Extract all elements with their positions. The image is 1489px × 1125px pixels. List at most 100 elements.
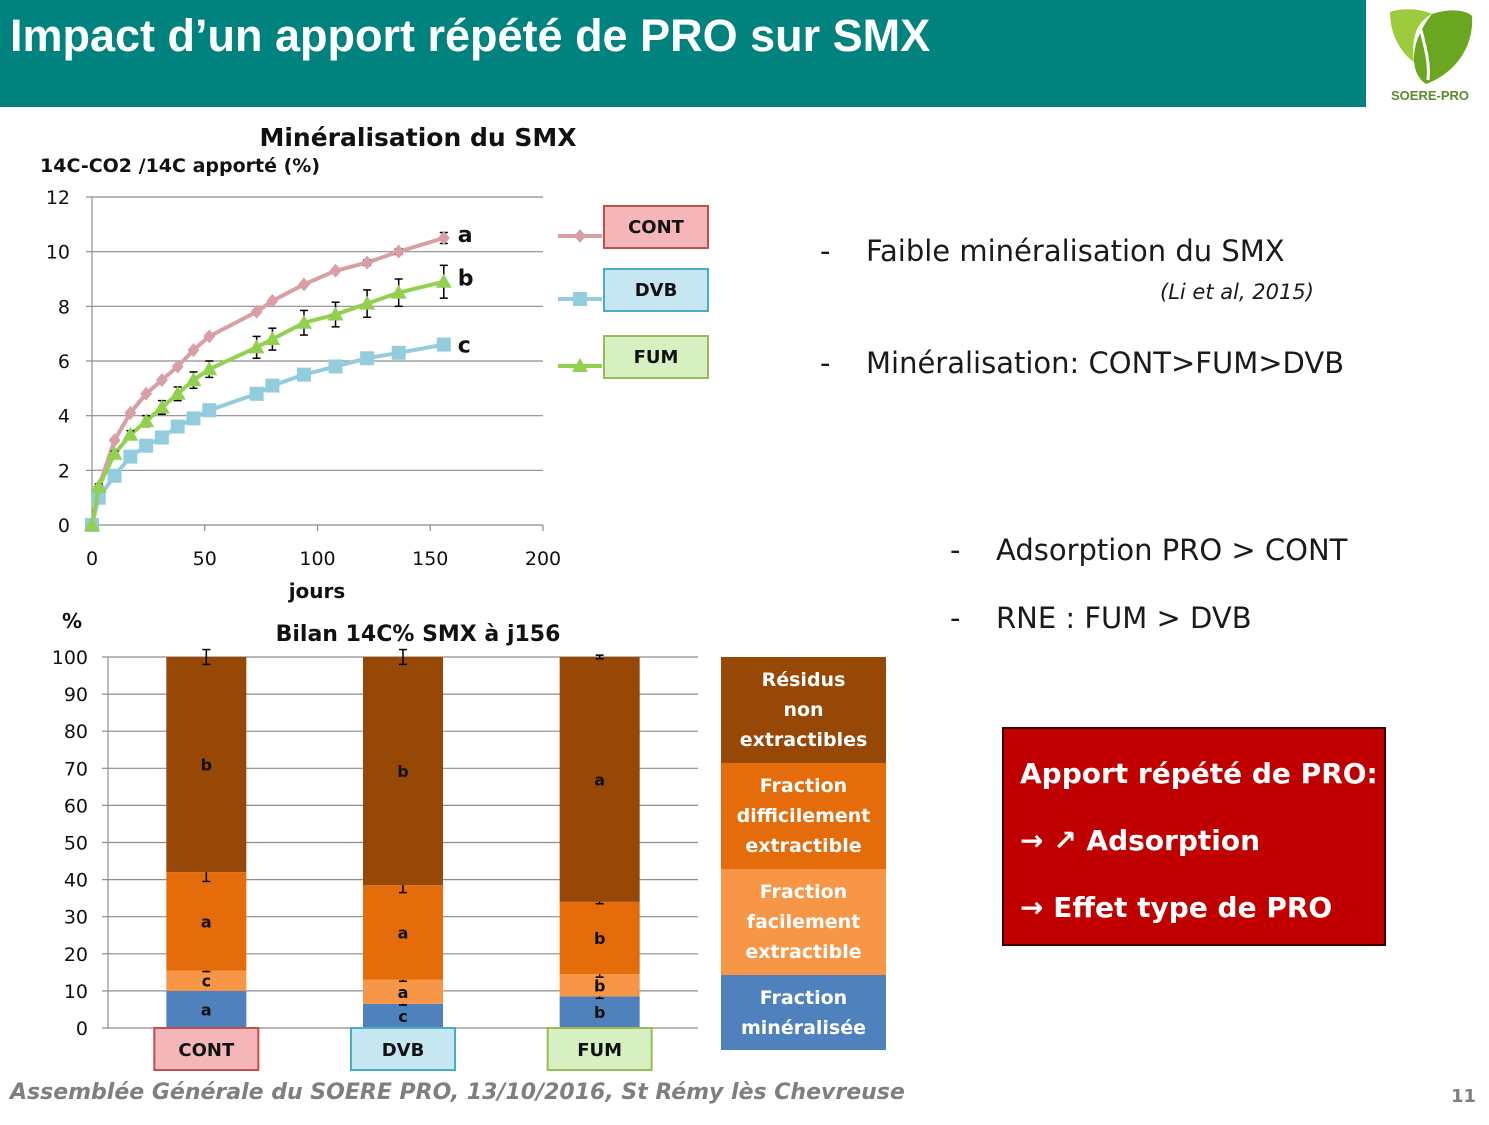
footer-text: Assemblée Générale du SOERE PRO, 13/10/2… bbox=[10, 1080, 905, 1105]
slide-title: Impact d’un apport répété de PRO sur SMX bbox=[10, 10, 931, 61]
line-point-dvb bbox=[391, 345, 406, 360]
line-point-fum bbox=[185, 372, 202, 387]
line-significance-letter: c bbox=[458, 334, 471, 359]
legend-box bbox=[603, 335, 709, 379]
line-point-fum bbox=[327, 306, 344, 321]
conclusion-box: Apport répété de PRO: → ↗ Adsorption → E… bbox=[1002, 727, 1386, 946]
line-point-cont bbox=[155, 373, 168, 388]
line-point-dvb bbox=[202, 403, 217, 418]
bar-significance-letter: a bbox=[398, 923, 409, 942]
category-label: FUM bbox=[577, 1040, 622, 1061]
line-point-fum bbox=[295, 314, 312, 329]
line-point-fum bbox=[122, 426, 139, 441]
bar-chart: Bilan 14C% SMX à j156 % 0 10 20 30 40 50 60 70 8… bbox=[52, 609, 698, 1071]
bar-significance-letter: c bbox=[398, 1007, 407, 1026]
legend-label: DVB bbox=[635, 280, 678, 301]
bullet-faible-mineralisation: - Faible minéralisation du SMX bbox=[820, 234, 1285, 268]
line-point-dvb bbox=[249, 386, 264, 401]
line-path-cont bbox=[90, 236, 445, 526]
line-point-dvb bbox=[154, 430, 169, 445]
line-chart-ylabel: 14C-CO2 /14C apporté (%) bbox=[40, 155, 320, 177]
line-point-cont bbox=[124, 405, 137, 420]
line-point-fum bbox=[84, 517, 100, 531]
logo-text: SOERE-PRO bbox=[1390, 88, 1469, 103]
bar-category-cont: CONT bbox=[153, 1027, 260, 1071]
line-point-fum bbox=[106, 445, 123, 460]
leaf-logo-icon bbox=[1390, 9, 1473, 85]
bar-chart-ytick-label: 50 bbox=[64, 833, 88, 855]
line-chart-ytick-label: 12 bbox=[46, 187, 70, 209]
line-point-dvb bbox=[139, 438, 154, 453]
line-significance-letter: b bbox=[458, 267, 474, 292]
line-series-cont: a bbox=[86, 223, 473, 532]
line-chart-xtick-label: 0 bbox=[86, 548, 98, 570]
line-point-dvb bbox=[296, 367, 311, 382]
legend-fraction-facilement-extractible: Fraction facilement extractible bbox=[721, 869, 886, 975]
header-bar: Impact d’un apport répété de PRO sur SMX bbox=[0, 0, 1366, 107]
line-point-dvb bbox=[265, 378, 280, 393]
bar-chart-ytick-label: 80 bbox=[64, 721, 88, 743]
line-point-dvb bbox=[123, 449, 138, 464]
line-point-cont bbox=[392, 244, 405, 259]
line-chart-ytick-label: 2 bbox=[58, 460, 70, 482]
line-point-cont bbox=[171, 359, 184, 374]
legend-label: CONT bbox=[628, 217, 685, 238]
line-point-fum bbox=[264, 331, 281, 346]
soere-pro-logo: SOERE-PRO bbox=[1380, 4, 1480, 106]
line-point-fum bbox=[138, 413, 155, 428]
bullet-dash: - bbox=[820, 234, 831, 268]
bar-segment bbox=[166, 657, 247, 873]
conclusion-adsorption: → ↗ Adsorption bbox=[1020, 824, 1261, 857]
bar-chart-ylabel: % bbox=[62, 609, 82, 633]
bar-segment bbox=[559, 901, 640, 975]
line-chart-ytick-label: 4 bbox=[58, 406, 70, 428]
line-point-cont bbox=[266, 293, 279, 308]
bar-chart-ytick-label: 20 bbox=[64, 944, 88, 966]
bar-significance-letter: b bbox=[397, 762, 408, 781]
line-point-dvb bbox=[186, 411, 201, 426]
category-label: DVB bbox=[382, 1040, 425, 1061]
line-point-cont bbox=[329, 263, 342, 278]
line-point-fum bbox=[201, 361, 218, 376]
bullet-adsorption: - Adsorption PRO > CONT bbox=[950, 533, 1347, 567]
legend-item-fum: FUM bbox=[558, 335, 709, 379]
line-point-dvb bbox=[170, 419, 185, 434]
line-point-cont bbox=[187, 343, 200, 358]
bar-segment bbox=[559, 657, 640, 902]
bullet-rne: - RNE : FUM > DVB bbox=[950, 601, 1252, 635]
bar-significance-letter: b bbox=[594, 976, 605, 995]
line-chart-xtick-label: 100 bbox=[299, 548, 335, 570]
line-chart-ytick-label: 0 bbox=[58, 515, 70, 537]
line-point-dvb bbox=[436, 337, 451, 352]
bar-chart-ytick-label: 10 bbox=[64, 981, 88, 1003]
bar-segment bbox=[363, 885, 443, 980]
bar-significance-letter: c bbox=[202, 972, 211, 991]
legend-fraction-difficilement-extractible: Fraction difficilement extractible bbox=[721, 763, 886, 869]
bar-significance-letter: a bbox=[594, 770, 605, 789]
line-chart-title: Minéralisation du SMX bbox=[259, 123, 576, 152]
bullet-text: RNE : FUM > DVB bbox=[996, 601, 1252, 635]
line-point-fum bbox=[153, 399, 170, 414]
line-path-dvb bbox=[90, 342, 445, 526]
category-box bbox=[350, 1027, 456, 1071]
bar-category-dvb: DVB bbox=[350, 1027, 456, 1071]
line-point-cont bbox=[140, 386, 153, 401]
bar-chart-ytick-label: 30 bbox=[64, 907, 88, 929]
line-point-fum bbox=[248, 339, 265, 354]
line-chart-xtick-label: 150 bbox=[412, 548, 448, 570]
bullet-dash: - bbox=[820, 346, 831, 380]
conclusion-effet-type: → Effet type de PRO bbox=[1020, 891, 1333, 924]
category-box bbox=[546, 1027, 653, 1071]
line-chart-ytick-label: 8 bbox=[58, 296, 70, 318]
line-point-cont bbox=[203, 329, 216, 344]
line-point-fum bbox=[169, 385, 186, 400]
line-point-fum bbox=[359, 295, 376, 310]
legend-box bbox=[603, 205, 709, 249]
bar-segment bbox=[559, 996, 640, 1028]
bar-segment bbox=[559, 974, 640, 997]
bar-significance-letter: a bbox=[398, 983, 409, 1002]
legend-item-cont: CONT bbox=[558, 205, 709, 249]
